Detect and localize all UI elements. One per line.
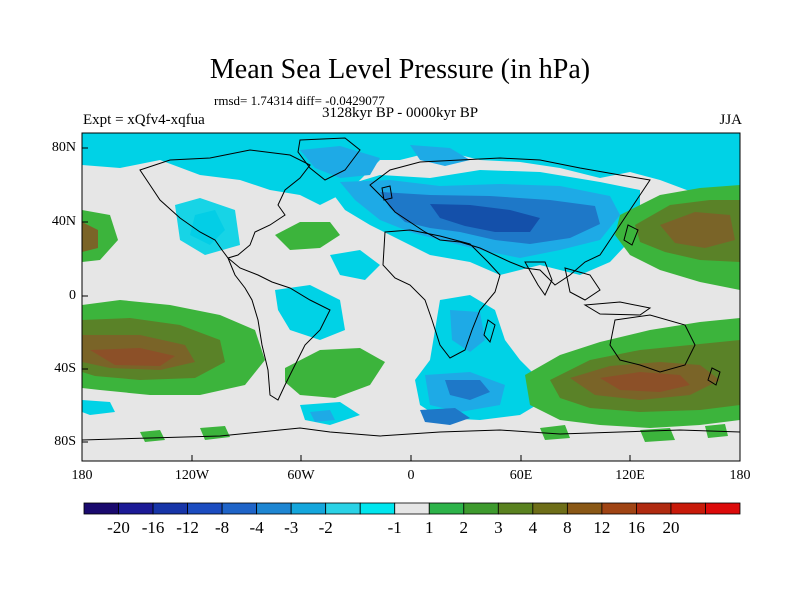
colorbar-label: -12 (176, 518, 199, 537)
colorbar-label: 4 (528, 518, 538, 537)
x-tick-label-0: 0 (407, 468, 415, 483)
colorbar (83, 502, 741, 515)
coast-new-zealand (707, 367, 721, 386)
contour-antarctic-cyan (82, 400, 115, 415)
colorbar-label: 3 (494, 518, 503, 537)
colorbar-label: -16 (141, 518, 165, 537)
colorbar-label: -20 (107, 518, 130, 537)
coast-india (524, 261, 553, 296)
colorbar-label: 20 (662, 518, 680, 537)
coast-se-asia (564, 267, 601, 301)
colorbar-swatch-14 (566, 502, 603, 515)
colorbar-label: -3 (284, 518, 299, 537)
coast-eurasia (369, 157, 651, 286)
map-title: Mean Sea Level Pressure (in hPa) (209, 54, 591, 85)
colorbar-label: 1 (425, 518, 434, 537)
coast-madagascar (483, 319, 496, 344)
colorbar-swatch-3 (187, 502, 223, 515)
colorbar-swatch-10 (428, 502, 465, 515)
contour-antarctic-green-1 (140, 430, 165, 442)
x-tick-label-120w: 120W (174, 468, 210, 483)
coast-indonesia (583, 301, 652, 316)
colorbar-swatch-8 (359, 502, 396, 515)
contour-west-pacific-olive (82, 222, 98, 252)
x-tick-label-60w: 60W (287, 468, 315, 483)
axis-ticks (81, 147, 741, 461)
colorbar-swatch-17 (670, 502, 706, 515)
contour-equatorial-cyan (275, 285, 345, 340)
contour-eurasia-dark-blue (430, 204, 540, 232)
contour-atlantic-cyan-2 (330, 250, 380, 280)
colorbar-swatch-9 (394, 502, 430, 515)
x-tick-label-180e: 180 (729, 468, 751, 483)
coast-australia (609, 314, 696, 373)
colorbar-swatch-2 (152, 502, 188, 515)
coast-antarctica (82, 427, 740, 441)
x-tick-label-60e: 60E (509, 468, 533, 483)
contour-southern-blue-2 (420, 408, 470, 425)
colorbar-swatch-11 (463, 502, 499, 515)
colorbar-swatch-12 (497, 502, 534, 515)
y-tick-label-80n: 80N (51, 140, 76, 155)
colorbar-label: 2 (459, 518, 469, 537)
contour-satl-green (285, 348, 385, 398)
contour-atlantic-cyan (175, 198, 240, 255)
colorbar-swatch-13 (532, 502, 568, 515)
coast-uk (381, 185, 393, 201)
colorbar-swatch-18 (705, 502, 741, 515)
coast-africa (382, 229, 501, 359)
colorbar-label: -1 (387, 518, 402, 537)
statistics-text: rmsd= 1.74314 diff= -0.0429077 (214, 93, 385, 108)
colorbar-swatch-6 (290, 502, 327, 515)
x-tick-label-120e: 120E (615, 468, 645, 483)
experiment-label: Expt = xQfv4-xqfua (83, 112, 205, 128)
colorbar-swatch-5 (256, 502, 292, 515)
colorbar-label: -2 (318, 518, 333, 537)
colorbar-label: -4 (249, 518, 264, 537)
contour-arctic-blue (300, 146, 380, 178)
contour-spac-dark-brown (90, 348, 175, 366)
coast-japan (623, 224, 639, 246)
contour-antarctic-green-3 (540, 425, 570, 440)
coast-greenland (297, 137, 361, 181)
y-tick-label-80s: 80S (54, 434, 76, 449)
y-tick-label-40s: 40S (54, 361, 76, 376)
x-tick-label-180w: 180 (71, 468, 93, 483)
colorbar-label: 16 (627, 518, 645, 537)
colorbar-swatch-15 (601, 502, 637, 515)
colorbar-swatch-7 (325, 502, 361, 515)
coastlines (82, 137, 740, 441)
colorbar-swatch-0 (83, 502, 119, 515)
contour-antarctic-blue (310, 410, 335, 422)
y-tick-label-0: 0 (69, 288, 76, 303)
contour-sio-dark-brown (600, 372, 690, 392)
colorbar-swatch-16 (636, 502, 672, 515)
colorbar-swatch-4 (221, 502, 258, 515)
coast-south-america (227, 257, 331, 401)
colorbar-label: -8 (215, 518, 230, 537)
contour-southern-blue (445, 380, 490, 400)
contour-atlantic-green (275, 222, 340, 250)
coast-north-america (139, 149, 311, 259)
y-tick-label-40n: 40N (51, 214, 76, 229)
colorbar-swatch-1 (118, 502, 154, 515)
colorbar-label: 12 (593, 518, 611, 537)
season-label: JJA (719, 112, 742, 128)
contour-npac-brown (660, 212, 735, 248)
period-label: 3128kyr BP - 0000kyr BP (322, 105, 479, 121)
colorbar-label: 8 (563, 518, 572, 537)
